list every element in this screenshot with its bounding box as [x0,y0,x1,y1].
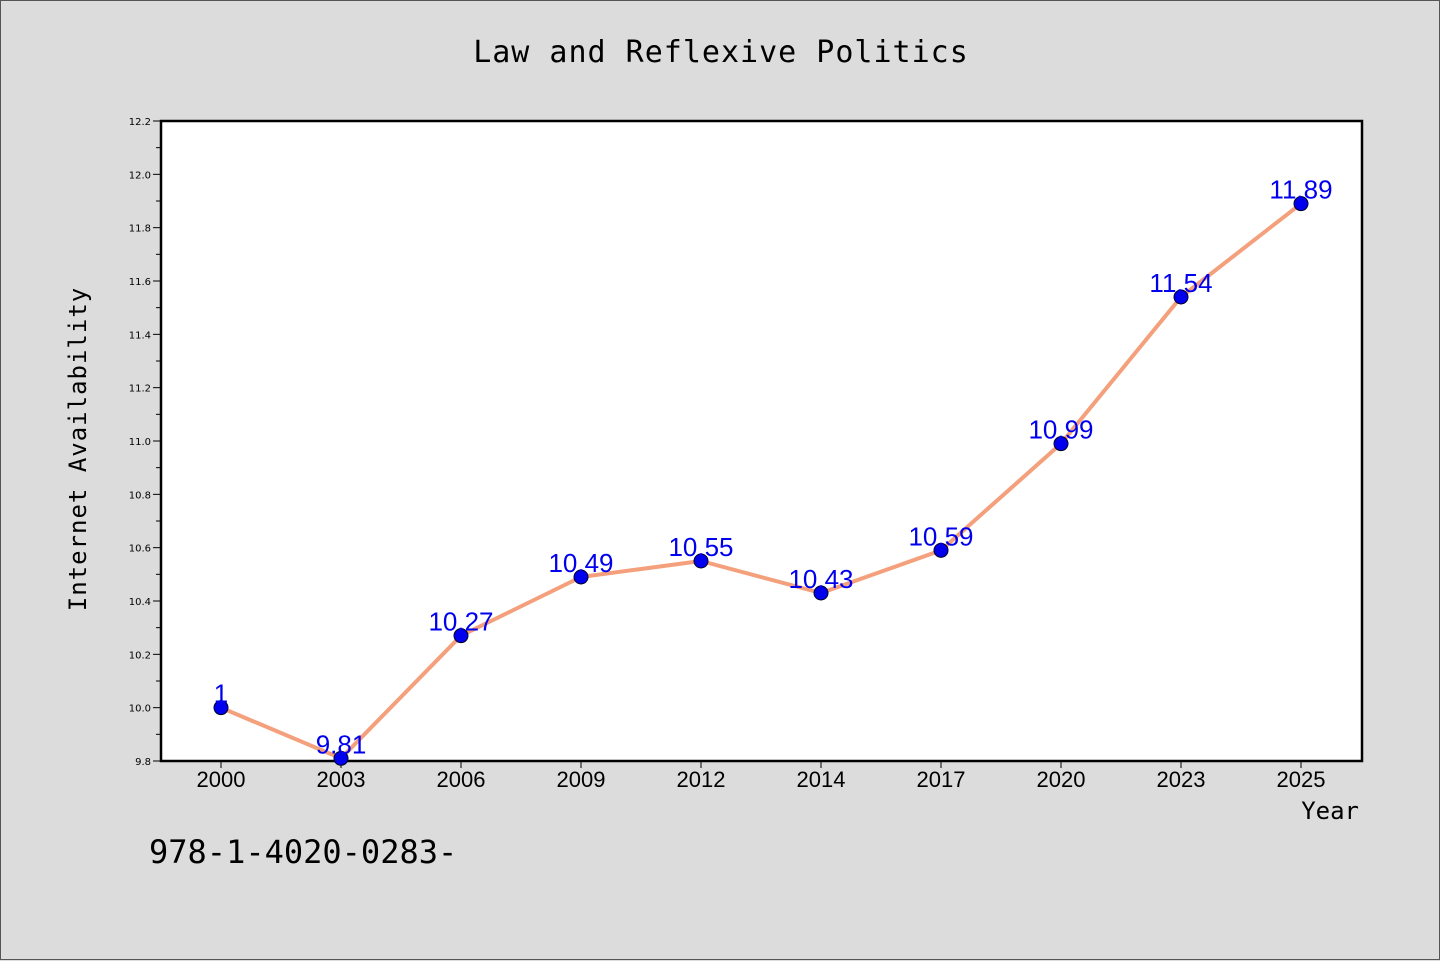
y-tick-label: 12.0 [129,170,151,181]
y-tick-label: 11.6 [129,277,151,288]
data-point [1053,436,1069,452]
data-label: 9.81 [316,729,367,759]
x-tick-label: 2017 [917,767,966,792]
data-label: 1 [214,679,228,709]
y-tick-label: 10.0 [129,704,151,715]
data-label: 11.54 [1149,268,1212,298]
data-label: 10.55 [668,532,733,562]
data-label: 10.43 [788,564,853,594]
data-point [213,700,229,716]
y-tick-label: 11.8 [129,224,151,235]
series-line [219,201,1303,761]
data-point [1293,196,1309,212]
x-tick-label: 2025 [1277,767,1326,792]
data-point [1173,289,1189,305]
plot-area [159,119,1364,763]
y-tick-label: 10.6 [129,544,151,555]
y-tick-label: 11.4 [129,330,151,341]
x-tick-label: 2023 [1157,767,1206,792]
x-tick-label: 2009 [557,767,606,792]
x-axis-label: Year [1301,797,1359,825]
y-tick-label: 11.2 [129,384,151,395]
data-point [813,585,829,601]
footer-code: 978-1-4020-0283- [149,833,458,871]
x-tick-label: 2020 [1037,767,1086,792]
data-point [453,628,469,644]
data-label: 10.27 [428,607,493,637]
data-label: 10.49 [548,548,613,578]
chart-title: Law and Reflexive Politics [473,35,969,70]
y-tick-label: 11.0 [129,437,151,448]
data-point [933,542,949,558]
y-tick-label: 10.2 [129,650,151,661]
data-point [333,750,349,766]
x-tick-label: 2014 [797,767,846,792]
data-point [573,569,589,585]
x-tick-label: 2006 [437,767,486,792]
y-tick-label: 9.8 [135,757,151,768]
x-tick-label: 2000 [197,767,246,792]
data-label: 11.89 [1269,175,1332,205]
x-tick-label: 2003 [317,767,366,792]
y-tick-label: 12.2 [129,117,151,128]
data-label: 10.99 [1028,415,1093,445]
y-tick-label: 10.4 [129,597,151,608]
x-tick-label: 2012 [677,767,726,792]
y-tick-label: 10.8 [129,490,151,501]
data-point [693,553,709,569]
data-label: 10.59 [908,521,973,551]
